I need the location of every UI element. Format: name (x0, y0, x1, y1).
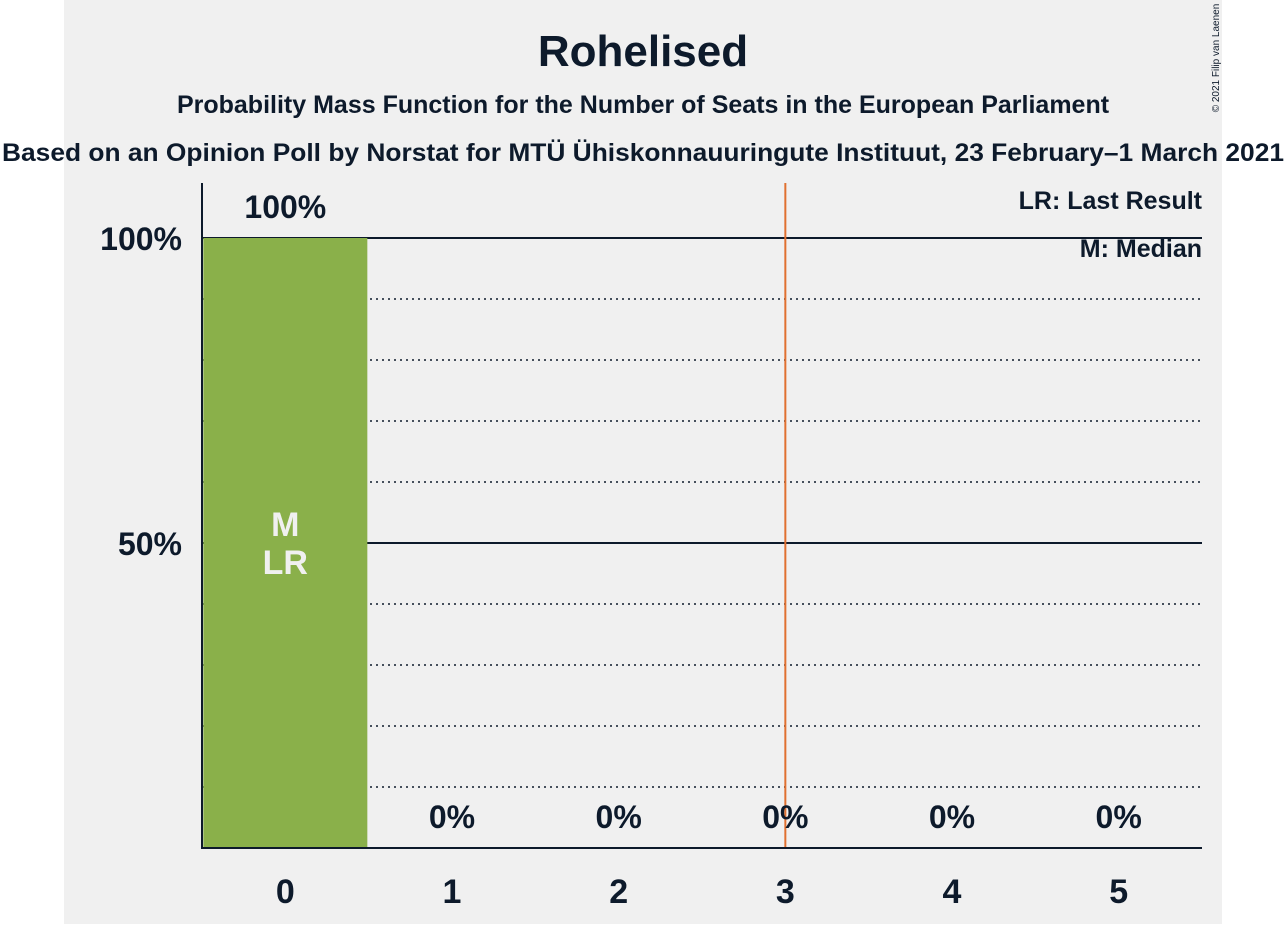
bar-marker-m: M (271, 506, 299, 544)
bar-0 (203, 238, 368, 848)
data-label-3: 0% (762, 799, 808, 835)
x-tick-label: 2 (609, 873, 628, 911)
x-tick-label: 1 (443, 873, 462, 911)
legend-entry-median: M: Median (1080, 235, 1202, 263)
grid-lines: 50% 100% (100, 221, 1202, 788)
legend-entry-last-result: LR: Last Result (1019, 187, 1203, 215)
chart-subtitle-source: Based on an Opinion Poll by Norstat for … (2, 138, 1284, 167)
data-label-2: 0% (596, 799, 642, 835)
bars-group (203, 238, 368, 848)
chart-subtitle: Probability Mass Function for the Number… (177, 91, 1110, 119)
marks-group: 100% 0% 0% 0% 0% 0% 0 1 2 3 4 5 MLR (201, 183, 1202, 911)
x-tick-label: 0 (276, 873, 295, 911)
copyright-note: © 2021 Filip van Laenen (1211, 4, 1222, 113)
x-tick-label: 3 (776, 873, 795, 911)
x-tick-label: 4 (943, 873, 962, 911)
x-tick-label: 5 (1109, 873, 1128, 911)
data-label-0: 100% (244, 189, 326, 225)
data-label-4: 0% (929, 799, 975, 835)
chart-title: Rohelised (538, 27, 748, 76)
y-tick-label: 100% (100, 221, 182, 257)
y-tick-label: 50% (118, 526, 182, 562)
data-label-1: 0% (429, 799, 475, 835)
data-label-5: 0% (1096, 799, 1142, 835)
bar-marker-lr: LR (263, 544, 308, 582)
